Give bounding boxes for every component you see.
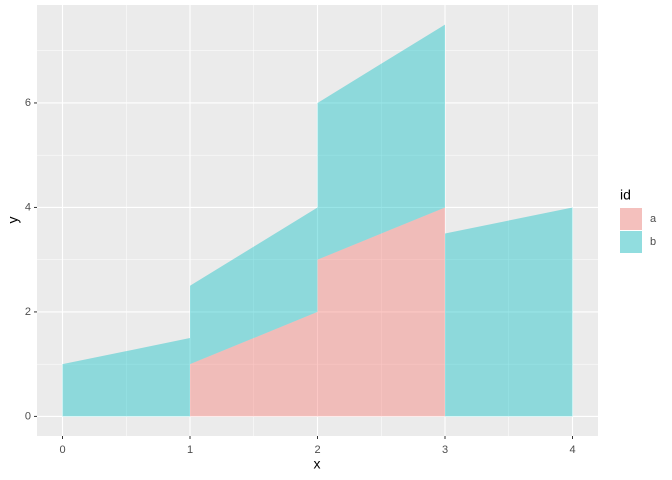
area <box>445 207 573 417</box>
legend-key-bg <box>620 231 642 253</box>
area <box>190 207 318 365</box>
x-tick-label: 4 <box>569 444 575 456</box>
area <box>317 24 445 260</box>
x-tick-label: 3 <box>442 444 448 456</box>
x-tick-label: 1 <box>187 444 193 456</box>
y-tick-label: 0 <box>25 410 31 422</box>
legend-key <box>620 231 642 253</box>
area <box>190 311 318 417</box>
legend-label: a <box>650 213 657 225</box>
area <box>62 338 190 417</box>
x-axis-title: x <box>314 456 321 472</box>
legend-key <box>620 208 642 230</box>
x-tick-label: 0 <box>59 444 65 456</box>
legend-key-bg <box>620 208 642 230</box>
y-tick-label: 6 <box>25 97 31 109</box>
y-axis-title: y <box>5 217 21 224</box>
legend-title: id <box>620 187 631 203</box>
x-tick-label: 2 <box>314 444 320 456</box>
y-tick-label: 4 <box>25 201 31 213</box>
legend-label: b <box>650 236 656 248</box>
area <box>317 207 445 417</box>
y-tick-label: 2 <box>25 306 31 318</box>
